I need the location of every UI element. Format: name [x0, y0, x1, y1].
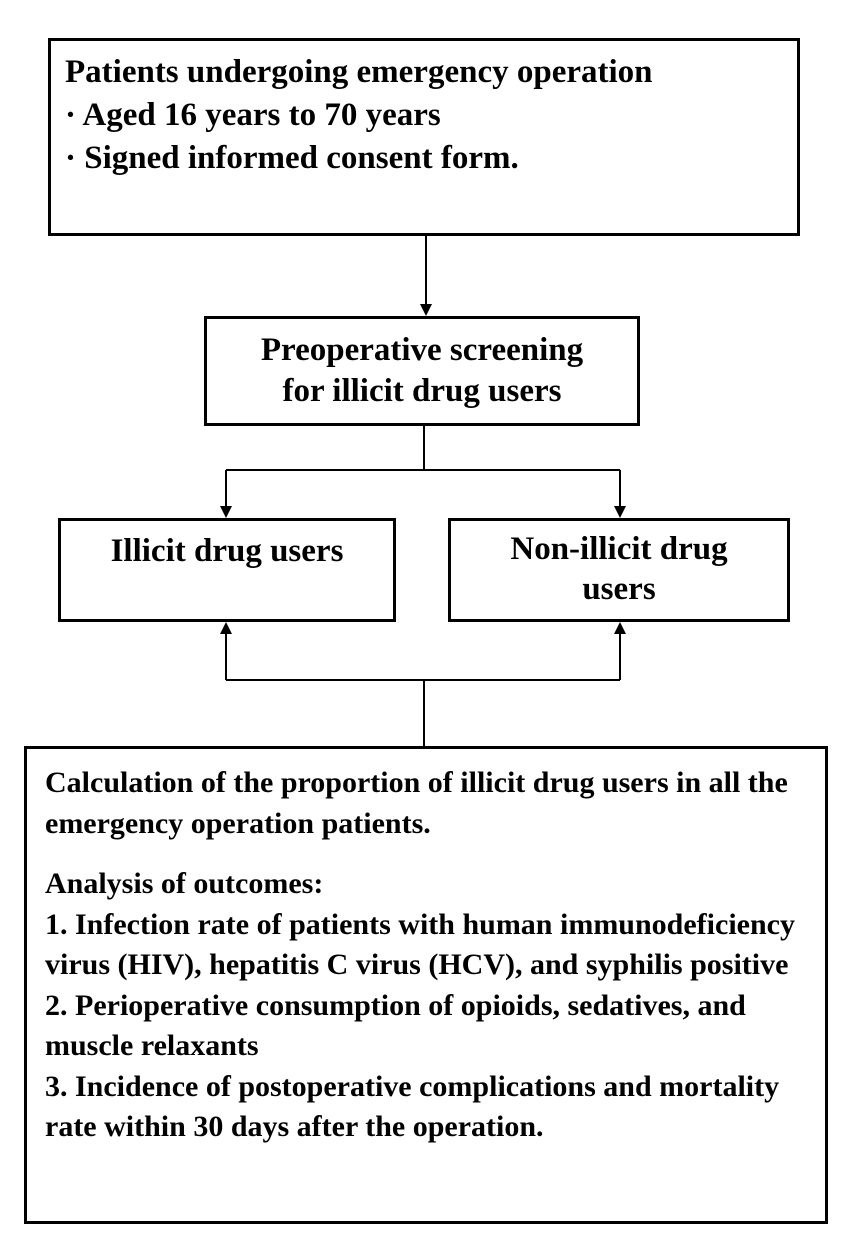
outcomes-line-5: 3. Incidence of postoperative complicati…: [45, 1067, 807, 1148]
box-screening: Preoperative screening for illicit drug …: [204, 316, 640, 426]
box-nonillicit-line-2: users: [465, 570, 773, 610]
box-screening-line-1: Preoperative screening: [221, 330, 623, 371]
box-patients-bullet-1: · Aged 16 years to 70 years: [65, 94, 783, 137]
box-outcomes: Calculation of the proportion of illicit…: [24, 746, 828, 1224]
outcomes-line-4: 2. Perioperative consumption of opioids,…: [45, 986, 807, 1067]
outcomes-line-2: Analysis of outcomes:: [45, 864, 807, 905]
box-nonillicit-line-1: Non-illicit drug: [465, 530, 773, 570]
arrow-top-to-screening: [416, 236, 436, 316]
box-patients-bullet-2: · Signed informed consent form.: [65, 137, 783, 180]
outcomes-line-0: Calculation of the proportion of illicit…: [45, 763, 807, 844]
box-nonillicit: Non-illicit drug users: [448, 518, 790, 622]
outcomes-line-1: [45, 844, 807, 864]
box-illicit: Illicit drug users: [58, 518, 396, 622]
outcomes-line-3: 1. Infection rate of patients with human…: [45, 905, 807, 986]
box-illicit-text: Illicit drug users: [111, 533, 344, 569]
box-screening-line-2: for illicit drug users: [221, 371, 623, 412]
box-patients-title: Patients undergoing emergency operation: [65, 51, 783, 94]
box-patients: Patients undergoing emergency operation …: [48, 38, 800, 236]
